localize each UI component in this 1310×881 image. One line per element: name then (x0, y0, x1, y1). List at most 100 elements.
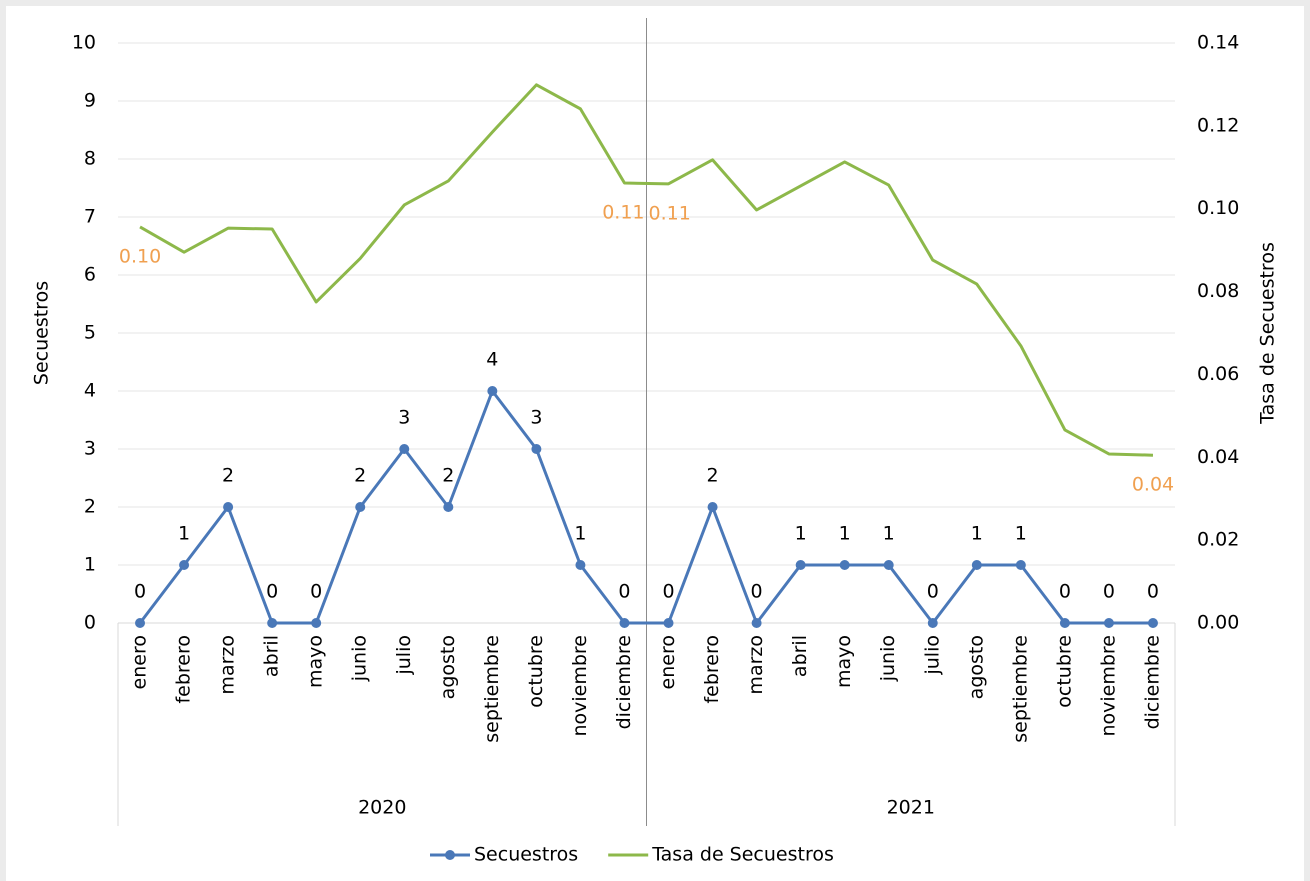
data-label: 0 (618, 581, 630, 603)
y-tick-label: 7 (84, 206, 96, 228)
x-tick-label: marzo (745, 635, 767, 695)
x-tick-label: julio (921, 635, 943, 676)
point (575, 560, 586, 570)
legend-label: Secuestros (474, 844, 578, 866)
point (927, 618, 938, 628)
x-tick-label: agosto (437, 635, 459, 699)
x-tick-label: octubre (1053, 635, 1075, 708)
point (223, 502, 234, 512)
data-label: 4 (486, 349, 498, 371)
series-line (139, 83, 1154, 457)
data-label: 1 (971, 523, 983, 545)
y-tick-label: 3 (84, 438, 96, 460)
point (1015, 560, 1026, 570)
data-label: 0 (1059, 581, 1071, 603)
data-label: 2 (354, 465, 366, 487)
y-tick-label: 10 (72, 32, 96, 54)
data-label: 0 (1103, 581, 1115, 603)
y-tick-label: 1 (84, 554, 96, 576)
y2-tick-label: 0.08 (1197, 280, 1239, 302)
y2-tick-label: 0.06 (1197, 363, 1239, 385)
point (267, 618, 278, 628)
x-tick-label: septiembre (481, 635, 503, 743)
point (1059, 618, 1070, 628)
x-tick-label: mayo (833, 635, 855, 688)
x-tick-label: marzo (217, 635, 239, 695)
point (179, 560, 190, 570)
point (1103, 618, 1114, 628)
point (795, 560, 806, 570)
data-label: 1 (795, 523, 807, 545)
point (1147, 618, 1158, 628)
data-label: 0.10 (119, 245, 161, 267)
point (971, 560, 982, 570)
y-tick-label: 6 (84, 264, 96, 286)
x-tick-label: mayo (305, 635, 327, 688)
y-tick-label: 9 (84, 90, 96, 112)
point (883, 560, 894, 570)
chart-area (6, 6, 1304, 881)
y2-axis-title: Tasa de Secuestros (1257, 242, 1279, 425)
point (135, 618, 146, 628)
y-axis-title: Secuestros (31, 281, 53, 385)
data-label: 1 (839, 523, 851, 545)
point (355, 502, 366, 512)
data-label: 0.11 (649, 202, 691, 224)
data-label: 0 (751, 581, 763, 603)
y-tick-label: 8 (84, 148, 96, 170)
x-tick-label: febrero (173, 635, 195, 704)
data-label: 0 (310, 581, 322, 603)
x-tick-label: noviembre (569, 635, 591, 737)
x-tick-label: junio (877, 635, 899, 682)
data-label: 2 (442, 465, 454, 487)
data-label: 1 (1015, 523, 1027, 545)
series-line (138, 389, 1153, 625)
data-label: 2 (222, 465, 234, 487)
data-label: 1 (178, 523, 190, 545)
point (531, 444, 542, 454)
y-tick-label: 5 (84, 322, 96, 344)
data-label: 0 (1147, 581, 1159, 603)
x-tick-label: octubre (525, 635, 547, 708)
data-label: 0 (662, 581, 674, 603)
y-tick-label: 4 (84, 380, 96, 402)
x-tick-label: enero (657, 635, 679, 689)
y2-tick-label: 0.02 (1197, 529, 1239, 551)
x-tick-label: agosto (965, 635, 987, 699)
legend-marker (445, 850, 455, 860)
x-tick-label: junio (349, 635, 371, 682)
data-label: 0 (266, 581, 278, 603)
point (399, 444, 410, 454)
point (707, 502, 718, 512)
x-tick-label: septiembre (1009, 635, 1031, 743)
x-tick-label: enero (129, 635, 151, 689)
data-label: 1 (883, 523, 895, 545)
x-tick-label: febrero (701, 635, 723, 704)
y2-tick-label: 0.14 (1197, 32, 1239, 54)
group-label: 2021 (887, 797, 935, 819)
point (751, 618, 762, 628)
y-tick-label: 2 (84, 496, 96, 518)
point (663, 618, 674, 628)
x-tick-label: abril (789, 635, 811, 677)
point (443, 502, 454, 512)
data-label: 1 (574, 523, 586, 545)
x-tick-label: noviembre (1097, 635, 1119, 737)
legend-label: Tasa de Secuestros (651, 844, 834, 866)
point (311, 618, 322, 628)
data-label: 0 (134, 581, 146, 603)
point (839, 560, 850, 570)
x-tick-label: julio (393, 635, 415, 676)
data-label: 0 (927, 581, 939, 603)
data-label: 0.11 (602, 202, 644, 224)
y2-tick-label: 0.12 (1197, 114, 1239, 136)
point (487, 386, 498, 396)
y-tick-label: 0 (84, 612, 96, 634)
x-tick-label: diciembre (613, 635, 635, 729)
x-tick-label: diciembre (1141, 635, 1163, 729)
data-label: 2 (707, 465, 719, 487)
y2-tick-label: 0.10 (1197, 197, 1239, 219)
y2-tick-label: 0.04 (1197, 446, 1239, 468)
